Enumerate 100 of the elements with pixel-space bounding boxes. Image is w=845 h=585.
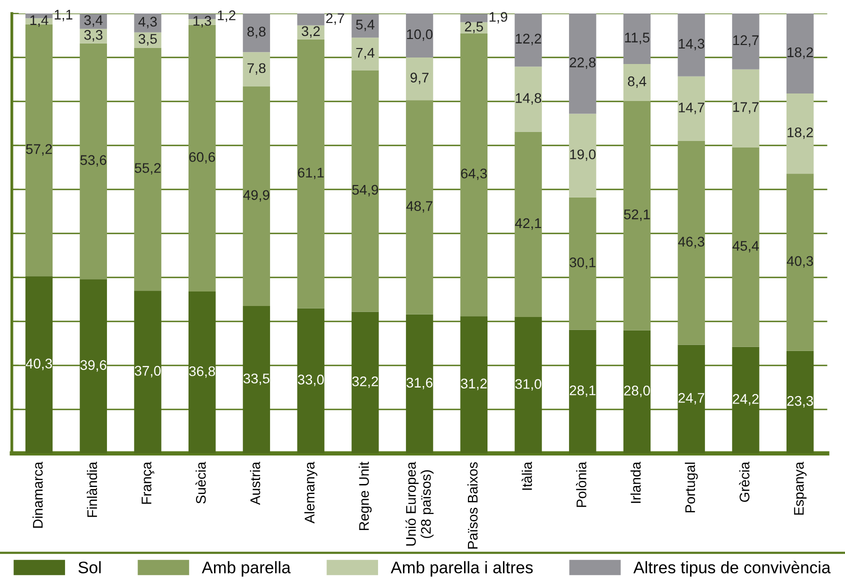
bar [514,132,542,317]
bar [297,13,324,26]
bar [80,279,107,454]
x-tick-label: Itàlia [522,462,532,490]
data-label: 1,4 [30,15,48,27]
data-label: 52,1 [624,209,650,221]
data-label: 30,1 [570,257,596,269]
data-label: 4,3 [138,16,157,28]
bar [623,13,651,64]
bar [406,13,434,58]
bar [786,350,814,454]
data-label: 18,2 [788,127,813,139]
bar [352,14,379,38]
data-label: 40,3 [26,358,52,370]
data-label: 9,7 [410,72,428,84]
bar [406,57,434,100]
data-label: 12,7 [733,35,759,47]
data-label: 55,2 [134,163,161,175]
bar [623,330,651,454]
data-label: 8,4 [628,76,646,88]
x-tick-label: Finlàndia [86,462,98,517]
bar [25,276,53,454]
bar [514,317,542,454]
data-label: 33,5 [243,374,270,386]
data-label: 49,9 [243,190,270,202]
bar [297,39,324,308]
data-label: 14,3 [678,38,704,50]
data-label: 24,2 [732,394,759,406]
data-label: 23,3 [787,396,813,408]
bar [569,13,596,114]
x-tick-label: Grècia [739,462,750,502]
data-label: 22,8 [570,58,596,69]
data-label: 3,2 [302,26,320,38]
data-label: 3,3 [84,30,102,42]
bar [352,70,379,312]
data-label: 18,2 [788,47,813,59]
data-label: 39,6 [80,360,106,372]
bar [786,174,814,351]
data-label: 37,0 [134,366,161,378]
x-tick-label: Regne Unit [358,462,372,530]
bar [242,306,270,454]
data-label: 45,4 [732,241,759,252]
x-tick-label: Alemanya [304,462,318,524]
bar [732,147,760,347]
data-label: 5,4 [356,20,374,32]
data-label: 17,7 [733,102,759,114]
x-tick-label: Espanya [794,462,807,515]
data-label: 28,0 [624,386,650,398]
bar [678,13,705,76]
bar [242,13,270,52]
data-label: 31,2 [460,378,487,390]
data-label: 57,2 [26,144,52,156]
bar [242,86,270,306]
data-label: 54,9 [352,184,378,196]
bar [732,346,760,454]
bar [352,312,379,454]
data-label: 19,0 [570,149,596,161]
data-label: 40,3 [786,256,813,268]
data-label: 42,1 [515,218,542,230]
data-label: 61,1 [298,168,324,180]
legend-label: Sol [78,561,101,574]
bar [678,141,705,345]
bar [406,314,434,454]
bar [623,64,651,101]
data-label: 32,2 [352,376,378,388]
bar [786,94,814,174]
data-label: 3,4 [84,15,103,27]
bar [678,344,705,454]
x-tick-label: Austria [250,462,260,505]
x-tick-label: Països Baixos [467,462,478,549]
bar [297,308,324,454]
data-label: 24,7 [678,392,704,404]
legend-label: Amb parella [202,561,291,577]
x-tick-label: Suècia [195,462,206,504]
bar [514,13,542,67]
bar [460,33,488,316]
data-label: 12,2 [516,34,542,46]
bar [352,38,379,70]
data-label: 1,9 [490,12,508,24]
bar [569,330,596,454]
bar [242,52,270,86]
data-label: 2,5 [464,22,483,34]
data-label: 31,6 [406,378,432,390]
bar [678,76,705,142]
data-label: 11,5 [625,32,650,44]
bar [134,13,162,32]
x-tick-label: Portugal [684,462,698,512]
bar [406,100,434,314]
bar [188,291,216,454]
data-label: 10,0 [407,29,433,41]
bar [732,13,760,70]
bar [732,69,760,148]
data-label: 14,7 [678,102,704,114]
data-label: 60,6 [189,152,215,164]
x-tick-label: Polònia [576,462,586,507]
x-tick-label: Dinamarca [32,462,43,528]
bar [134,48,162,291]
x-tick-label: França [142,462,154,504]
bar [786,13,814,94]
data-label: 64,3 [461,168,487,180]
